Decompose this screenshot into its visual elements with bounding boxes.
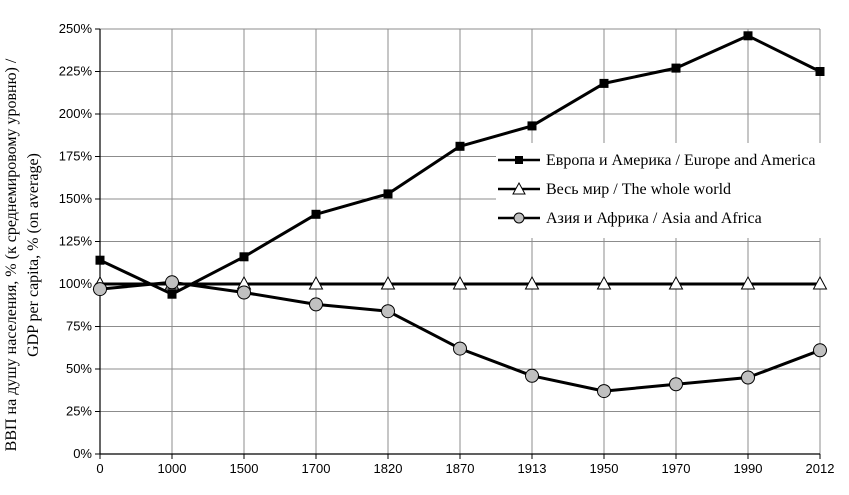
legend-label-world: Весь мир / The whole world [546,181,731,198]
y-axis-label-line-2: GDP per capita, % (on average) [25,153,42,357]
data-point-square [527,121,537,131]
y-tick-label: 75% [66,319,92,334]
data-point-square [455,141,465,151]
x-tick-label: 1913 [518,461,547,476]
data-point-triangle [596,275,612,290]
y-tick-label: 225% [59,64,93,79]
legend-square-marker [515,156,523,164]
y-tick-label: 175% [59,149,93,164]
data-point-triangle [308,275,324,290]
x-tick-label: 1950 [590,461,619,476]
y-tick-labels: 0% 25% 50% 75% 100% 125% 150% 175% 200% 225% 250% [59,21,93,461]
axes [95,28,821,459]
x-tick-label: 1820 [374,461,403,476]
legend-item-world: Весь мир / The whole world [498,181,731,198]
x-tick-label: 1990 [734,461,763,476]
data-point-triangle [812,275,828,290]
y-tick-label: 0% [73,446,92,461]
y-axis-label-line-1: ВВП на душу населения, % (к среднемирово… [3,58,20,451]
y-tick-label: 100% [59,276,93,291]
legend-background [496,143,849,238]
data-point-circle [597,384,611,399]
data-point-circle [453,341,467,356]
data-point-square [311,209,321,219]
y-tick-label: 250% [59,21,93,36]
x-tick-label: 1970 [662,461,691,476]
data-point-circle [669,377,683,392]
x-tick-label: 2012 [806,461,835,476]
data-point-triangle [380,275,396,290]
data-point-square [95,255,105,265]
data-point-triangle [740,275,756,290]
y-axis-label: ВВП на душу населения, % (к среднемирово… [3,58,42,451]
x-tick-label: 1700 [302,461,331,476]
legend-label-asia: Азия и Африка / Asia and Africa [546,210,762,227]
data-point-circle [381,304,395,319]
data-point-circle [237,285,251,300]
x-tick-label: 1500 [230,461,259,476]
data-point-triangle [668,275,684,290]
data-point-square [815,67,825,76]
series-markers [92,31,828,399]
x-tick-label: 1870 [446,461,475,476]
data-point-square [671,63,681,73]
y-tick-label: 50% [66,361,92,376]
data-point-circle [165,275,179,290]
y-tick-label: 125% [59,234,93,249]
legend-item-asia: Азия и Африка / Asia and Africa [498,210,762,227]
y-tick-label: 150% [59,191,93,206]
data-point-circle [741,370,755,385]
data-point-triangle [452,275,468,290]
data-point-square [167,289,177,299]
x-tick-labels: 0 1000 1500 1700 1820 1870 1913 1950 1970 1990 201… [96,461,834,476]
data-point-circle [93,282,107,297]
data-point-square [599,78,609,88]
legend-item-europe: Европа и Америка / Europe and America [498,152,815,169]
x-tick-label: 1000 [158,461,187,476]
data-point-triangle [524,275,540,290]
data-point-square [383,189,393,199]
grid [99,28,821,455]
legend: Европа и Америка / Europe and America Ве… [496,143,849,238]
data-point-circle [309,297,323,312]
data-point-square [239,252,249,262]
legend-label-europe: Европа и Америка / Europe and America [546,152,815,169]
legend-circle-marker [513,212,525,224]
y-tick-label: 25% [66,404,92,419]
data-point-circle [525,368,539,383]
x-tick-label: 0 [96,461,103,476]
data-point-square [743,31,753,41]
data-point-circle [813,343,827,358]
y-tick-label: 200% [59,106,93,121]
legend-triangle-marker [512,181,526,195]
